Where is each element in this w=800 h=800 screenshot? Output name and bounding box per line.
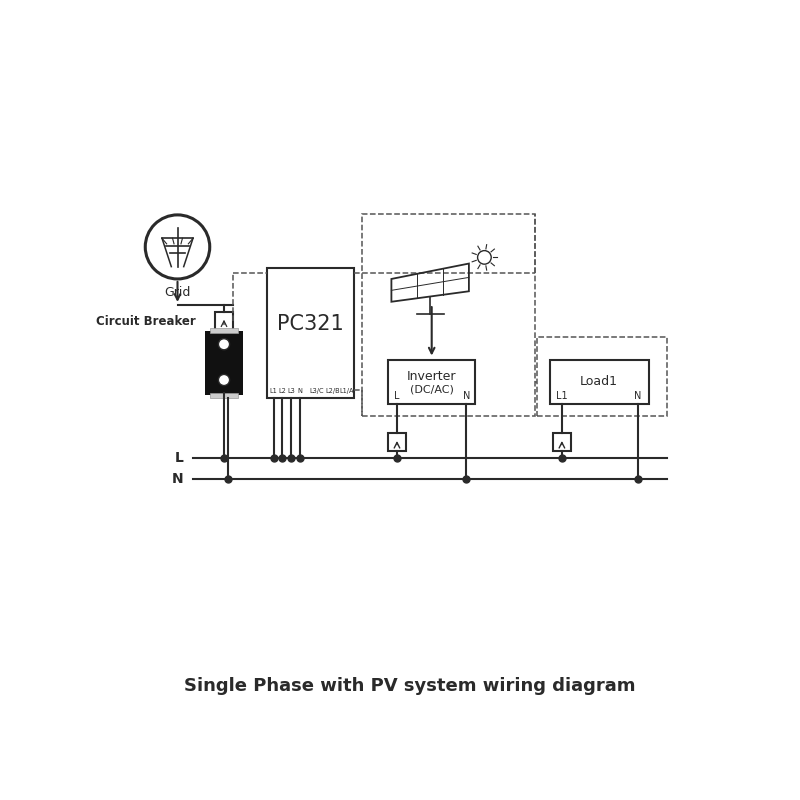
Text: PC321: PC321	[278, 314, 344, 334]
Text: Circuit Breaker: Circuit Breaker	[96, 315, 196, 328]
Text: N: N	[462, 391, 470, 401]
Circle shape	[218, 374, 230, 386]
FancyBboxPatch shape	[210, 393, 238, 398]
Text: L1: L1	[556, 391, 568, 401]
Text: Load1: Load1	[580, 375, 618, 388]
FancyBboxPatch shape	[210, 328, 238, 333]
Text: (DC/AC): (DC/AC)	[410, 385, 454, 395]
Text: N: N	[298, 388, 302, 394]
Text: Grid: Grid	[164, 286, 190, 299]
Text: L2/B: L2/B	[325, 388, 340, 394]
Circle shape	[218, 338, 230, 350]
Text: L: L	[394, 391, 400, 401]
Text: L1/A: L1/A	[339, 388, 354, 394]
Text: L1: L1	[270, 388, 278, 394]
Text: N: N	[634, 391, 642, 401]
Text: L2: L2	[278, 388, 286, 394]
FancyBboxPatch shape	[205, 330, 243, 395]
Text: L3/C: L3/C	[310, 388, 324, 394]
Text: Inverter: Inverter	[407, 370, 457, 383]
Text: L3: L3	[287, 388, 295, 394]
Text: L: L	[175, 451, 184, 466]
Text: Single Phase with PV system wiring diagram: Single Phase with PV system wiring diagr…	[184, 677, 636, 695]
Text: N: N	[172, 472, 184, 486]
